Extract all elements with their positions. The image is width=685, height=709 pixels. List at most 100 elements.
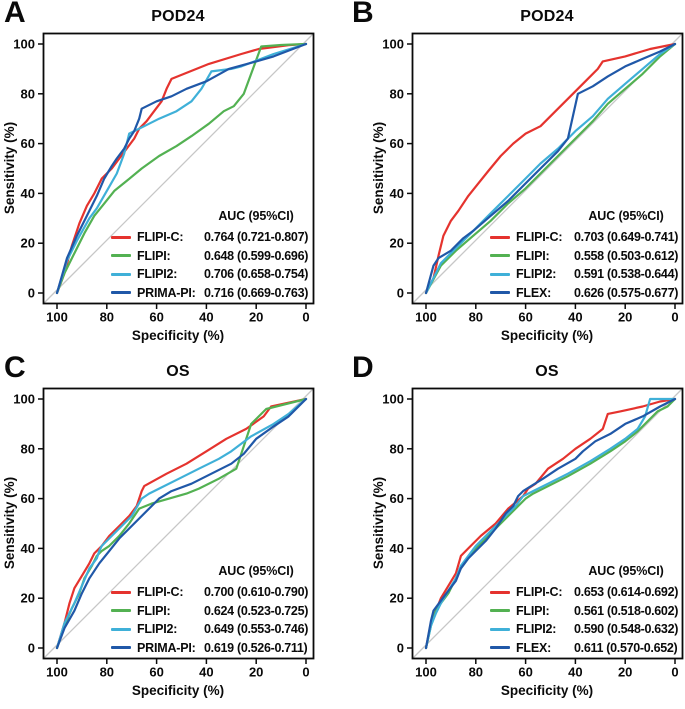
roc-curve-flipi2	[55, 397, 308, 650]
x-tick-label: 80	[469, 310, 483, 325]
legend-swatch-flipi2	[490, 627, 510, 631]
x-tick-label: 80	[100, 310, 114, 325]
legend-swatch-flipi-c	[490, 590, 510, 594]
x-tick-label: 20	[249, 665, 263, 680]
panel-d: D OS Sensitivity (%) 100 80 60 40 20 0 0 20 40 60…	[342, 351, 685, 709]
legend-row: FLIPI: 0.558 (0.503-0.612)	[490, 247, 682, 266]
roc-plot: 100 80 60 40 20 0 0 20 40 60 80 100	[13, 387, 315, 680]
legend-label: PRIMA-PI:	[137, 640, 196, 655]
legend-label: FLIPI-C:	[516, 585, 563, 600]
panel-label: A	[4, 0, 26, 29]
x-tick-label: 20	[618, 310, 632, 325]
y-tick-label: 80	[21, 86, 35, 101]
chart-title: POD24	[520, 8, 574, 25]
legend-row: FLEX: 0.626 (0.575-0.677)	[490, 284, 682, 303]
legend-value: 0.624 (0.523-0.725)	[204, 603, 309, 618]
legend-value: 0.611 (0.570-0.652)	[574, 640, 678, 655]
x-tick-label: 40	[568, 665, 582, 680]
y-tick-label: 0	[397, 286, 404, 301]
legend-swatch-flipi	[111, 254, 131, 258]
y-tick-label: 40	[21, 186, 35, 201]
legend-row: FLIPI2: 0.590 (0.548-0.632)	[490, 620, 682, 639]
legend-value: 0.626 (0.575-0.677)	[574, 285, 679, 300]
y-tick-label: 20	[21, 236, 35, 251]
chance-diagonal	[43, 388, 314, 659]
panel-b: B POD24 Sensitivity (%) 100 80 60 40 20 0 0 20 4…	[342, 0, 685, 354]
x-tick-label: 100	[415, 310, 437, 325]
legend-swatch-flipi	[490, 254, 510, 258]
y-tick-label: 20	[21, 591, 35, 606]
legend-swatch-flex	[490, 646, 510, 650]
legend-label: FLIPI2:	[516, 267, 557, 282]
x-tick-label: 100	[415, 665, 437, 680]
legend-label: FLIPI-C:	[516, 230, 563, 245]
legend-row: FLIPI-C: 0.653 (0.614-0.692)	[490, 583, 682, 602]
roc-curve-prima-pi	[55, 42, 308, 295]
legend-swatch-flipi	[490, 609, 510, 613]
y-tick-label: 100	[382, 392, 404, 407]
legend-value: 0.716 (0.669-0.763)	[204, 285, 309, 300]
chart-title: POD24	[151, 8, 205, 25]
legend-header: AUC (95%CI)	[588, 564, 664, 578]
legend-row: FLIPI: 0.648 (0.599-0.696)	[111, 247, 312, 266]
roc-plot: 100 80 60 40 20 0 0 20 40 60 80 100	[382, 387, 684, 680]
auc-legend: AUC (95%CI) FLIPI-C: 0.700 (0.610-0.790)…	[111, 564, 312, 657]
y-tick-label: 80	[21, 441, 35, 456]
legend-swatch-flipi2	[111, 272, 131, 276]
y-tick-label: 60	[21, 491, 35, 506]
y-tick-label: 60	[390, 136, 404, 151]
x-tick-label: 60	[518, 665, 532, 680]
legend-row: FLIPI-C: 0.700 (0.610-0.790)	[111, 583, 312, 602]
panel-a: A POD24 Sensitivity (%) 100 80 60 40 20 0 0 20 4…	[0, 0, 342, 354]
legend-label: FLIPI:	[137, 248, 171, 263]
y-tick-label: 80	[390, 441, 404, 456]
legend-value: 0.700 (0.610-0.790)	[204, 585, 309, 600]
y-tick-label: 60	[21, 136, 35, 151]
legend-label: FLEX:	[516, 640, 552, 655]
legend-header: AUC (95%CI)	[218, 564, 294, 578]
y-tick-label: 60	[390, 491, 404, 506]
legend-value: 0.591 (0.538-0.644)	[574, 267, 679, 282]
legend-row: FLIPI2: 0.649 (0.553-0.746)	[111, 620, 312, 639]
plot-frame	[42, 32, 315, 305]
legend-row: FLIPI-C: 0.764 (0.721-0.807)	[111, 228, 312, 247]
roc-curve-flipi-c	[55, 42, 308, 295]
x-tick-label: 0	[302, 665, 309, 680]
legend-label: FLIPI:	[137, 603, 171, 618]
roc-curve-flipi	[55, 42, 308, 295]
auc-legend: AUC (95%CI) FLIPI-C: 0.703 (0.649-0.741)…	[490, 209, 682, 302]
legend-label: FLIPI2:	[137, 267, 178, 282]
legend-label: FLIPI-C:	[137, 230, 184, 245]
legend-swatch-flipi2	[111, 627, 131, 631]
roc-curve-flex	[424, 42, 677, 295]
x-axis-label: Specificity (%)	[131, 328, 225, 343]
y-tick-label: 40	[390, 186, 404, 201]
legend-label: PRIMA-PI:	[137, 285, 196, 300]
x-tick-label: 0	[302, 310, 309, 325]
y-tick-label: 20	[390, 591, 404, 606]
legend-value: 0.653 (0.614-0.692)	[574, 585, 679, 600]
y-tick-label: 80	[390, 86, 404, 101]
chance-diagonal	[43, 33, 314, 304]
x-tick-label: 20	[618, 665, 632, 680]
y-tick-label: 0	[28, 286, 35, 301]
plot-frame	[411, 32, 684, 305]
plot-frame	[411, 387, 684, 660]
y-tick-label: 20	[390, 236, 404, 251]
y-tick-label: 0	[397, 641, 404, 656]
legend-value: 0.703 (0.649-0.741)	[574, 230, 679, 245]
x-tick-label: 0	[671, 310, 678, 325]
x-axis-label: Specificity (%)	[500, 683, 594, 698]
x-tick-label: 60	[149, 310, 163, 325]
legend-row: FLIPI2: 0.706 (0.658-0.754)	[111, 265, 312, 284]
auc-legend: AUC (95%CI) FLIPI-C: 0.653 (0.614-0.692)…	[490, 564, 682, 657]
legend-swatch-prima-pi	[111, 291, 131, 295]
y-tick-label: 0	[28, 641, 35, 656]
legend-swatch-flex	[490, 291, 510, 295]
legend-row: FLEX: 0.611 (0.570-0.652)	[490, 639, 682, 658]
legend-row: FLIPI: 0.561 (0.518-0.602)	[490, 602, 682, 621]
x-tick-label: 100	[46, 310, 68, 325]
legend-value: 0.706 (0.658-0.754)	[204, 267, 309, 282]
roc-curve-flipi	[424, 397, 677, 650]
